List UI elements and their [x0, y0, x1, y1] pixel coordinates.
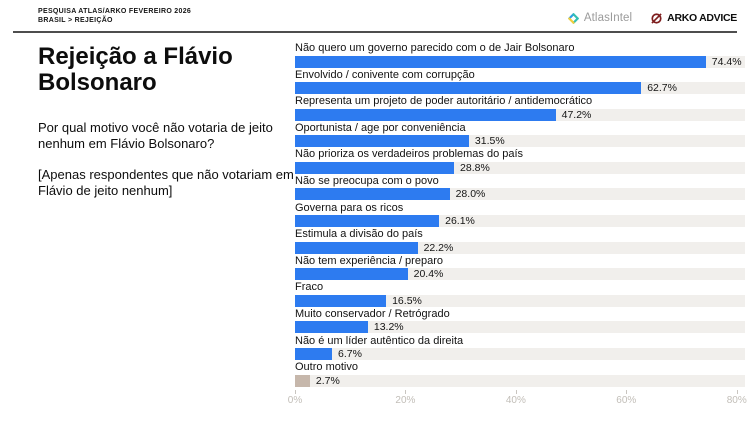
axis-tick	[626, 389, 628, 394]
header-divider	[13, 31, 737, 33]
left-panel: Rejeição a Flávio Bolsonaro Por qual mot…	[38, 44, 298, 198]
bar-track: 31.5%	[295, 135, 745, 148]
bar-category-label: Muito conservador / Retrógrado	[295, 307, 450, 320]
bar-category-label: Representa um projeto de poder autoritár…	[295, 95, 593, 108]
bar-category-label: Estimula a divisão do país	[295, 228, 423, 241]
bar-category-label: Oportunista / age por conveniência	[295, 121, 466, 134]
chart-row: Outro motivo 2.7%	[295, 361, 745, 388]
page-title: Rejeição a Flávio Bolsonaro	[38, 43, 233, 96]
bar-category-label: Não é um líder autêntico da direita	[295, 334, 464, 347]
chart-rows: Não quero um governo parecido com o de J…	[295, 42, 745, 388]
chart-row: Não é um líder autêntico da direita 6.7%	[295, 335, 745, 362]
bar-value-label: 28.8%	[460, 161, 490, 174]
arko-circle-slash-icon	[650, 12, 663, 25]
bar-value-label: 2.7%	[315, 374, 340, 387]
bar-fill	[295, 188, 450, 201]
chart-row: Não quero um governo parecido com o de J…	[295, 42, 745, 69]
bar-category-label: Fraco	[295, 281, 324, 294]
bar-track: 47.2%	[295, 108, 745, 121]
bar-fill	[295, 321, 368, 334]
chart-row: Não prioriza os verdadeiros problemas do…	[295, 148, 745, 175]
bar-fill	[295, 82, 642, 95]
logo-bar: AtlasIntel ARKO ADVICE	[567, 9, 737, 27]
bar-track: 6.7%	[295, 348, 745, 361]
bar-track: 26.1%	[295, 215, 745, 228]
bar-value-label: 62.7%	[647, 82, 677, 95]
chart-row: Envolvido / conivente com corrupção 62.7%	[295, 69, 745, 96]
report-meta-breadcrumb: BRASIL > REJEIÇÃO	[38, 17, 113, 24]
bar-track: 62.7%	[295, 82, 745, 95]
chart-row: Fraco 16.5%	[295, 281, 745, 308]
bar-chart: Não quero um governo parecido com o de J…	[288, 42, 747, 408]
axis-tick	[736, 389, 738, 394]
atlas-intel-logo: AtlasIntel	[567, 12, 632, 25]
atlas-intel-wordmark: AtlasIntel	[583, 12, 633, 24]
bar-value-label: 31.5%	[474, 135, 505, 148]
survey-question: Por qual motivo você não votaria de jeit…	[38, 120, 273, 151]
respondents-note: [Apenas respondentes que não votariam em…	[38, 167, 294, 198]
axis-tick-label: 60%	[616, 394, 637, 406]
bar-track: 74.4%	[295, 55, 745, 68]
bar-fill	[295, 108, 556, 121]
bar-fill	[295, 294, 387, 307]
bar-fill	[295, 348, 332, 361]
bar-category-label: Não quero um governo parecido com o de J…	[295, 42, 575, 54]
bar-fill	[295, 135, 469, 148]
bar-category-label: Não tem experiência / preparo	[295, 254, 443, 267]
axis-tick	[405, 389, 407, 394]
axis-tick-label: 40%	[505, 394, 526, 406]
axis-tick-label: 20%	[395, 394, 416, 406]
bar-fill	[295, 241, 418, 254]
bar-value-label: 47.2%	[561, 108, 592, 121]
chart-row: Representa um projeto de poder autoritár…	[295, 95, 745, 122]
chart-row: Oportunista / age por conveniência 31.5%	[295, 122, 745, 149]
report-meta-line1: PESQUISA ATLAS/ARKO FEVEREIRO 2026	[38, 8, 192, 15]
bar-value-label: 6.7%	[337, 348, 362, 361]
bar-category-label: Não se preocupa com o povo	[295, 174, 439, 187]
bar-track: 2.7%	[295, 374, 745, 387]
axis-tick-label: 80%	[726, 394, 747, 406]
bar-value-label: 20.4%	[413, 268, 444, 281]
chart-row: Não tem experiência / preparo 20.4%	[295, 255, 745, 282]
arko-advice-wordmark: ARKO ADVICE	[667, 12, 737, 24]
bar-fill	[295, 215, 440, 228]
bar-value-label: 74.4%	[711, 55, 742, 68]
bar-track: 22.2%	[295, 241, 745, 254]
bar-value-label: 16.5%	[392, 294, 422, 307]
chart-row: Não se preocupa com o povo 28.0%	[295, 175, 745, 202]
bar-fill	[295, 268, 408, 281]
bar-category-label: Governa para os ricos	[295, 201, 404, 214]
bar-category-label: Outro motivo	[295, 361, 358, 374]
atlas-intel-diamond-icon	[567, 12, 580, 25]
bar-value-label: 26.1%	[445, 215, 475, 228]
bar-track: 16.5%	[295, 294, 745, 307]
x-axis: 0% 20% 40% 60% 80%	[288, 389, 747, 408]
chart-row: Estimula a divisão do país 22.2%	[295, 228, 745, 255]
axis-tick-label: 0%	[287, 394, 303, 406]
bar-track: 13.2%	[295, 321, 745, 334]
bar-fill	[295, 161, 455, 174]
bar-track: 28.8%	[295, 161, 745, 174]
chart-row: Muito conservador / Retrógrado 13.2%	[295, 308, 745, 335]
bar-value-label: 28.0%	[455, 188, 486, 201]
bar-category-label: Não prioriza os verdadeiros problemas do…	[295, 148, 524, 161]
report-meta: PESQUISA ATLAS/ARKO FEVEREIRO 2026 BRASI…	[38, 7, 191, 25]
chart-row: Governa para os ricos 26.1%	[295, 202, 745, 229]
axis-tick	[515, 389, 517, 394]
bar-category-label: Envolvido / conivente com corrupção	[295, 68, 475, 81]
bar-track: 28.0%	[295, 188, 745, 201]
bar-track: 20.4%	[295, 268, 745, 281]
bar-value-label: 13.2%	[373, 321, 404, 334]
bar-value-label: 22.2%	[423, 241, 454, 254]
axis-tick	[295, 389, 296, 394]
bar-fill	[295, 55, 706, 68]
bar-fill	[295, 374, 310, 387]
arko-advice-logo: ARKO ADVICE	[650, 12, 737, 25]
